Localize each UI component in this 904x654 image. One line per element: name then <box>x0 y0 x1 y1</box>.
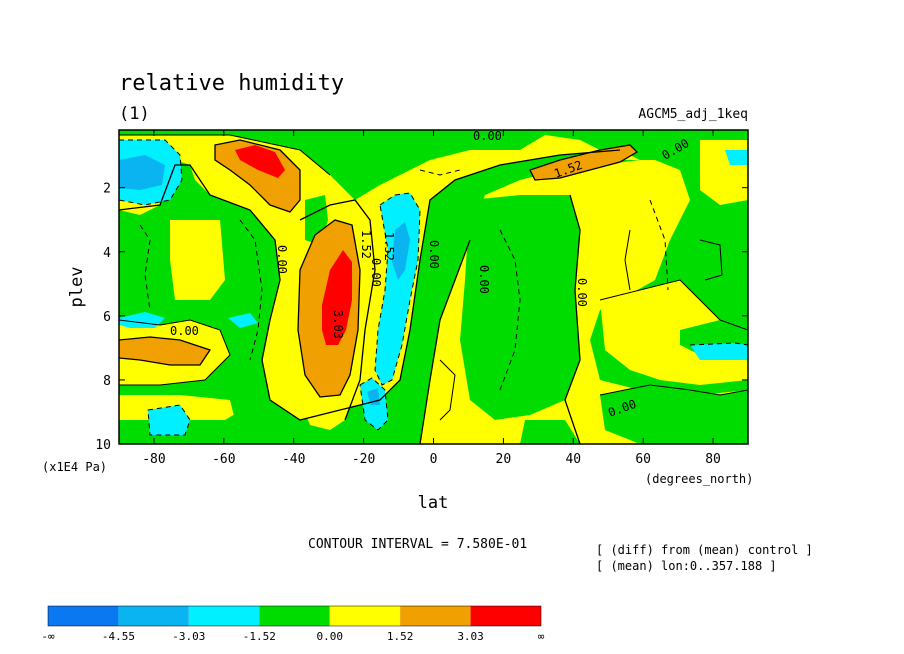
y-axis: 2 4 6 8 10 <box>95 182 748 453</box>
colorbar-swatch <box>329 606 401 626</box>
x-tick-label: 20 <box>496 452 512 467</box>
colorbar-label: 1.52 <box>387 630 414 643</box>
colorbar-label: ∞ <box>538 630 545 643</box>
contour-lines <box>119 134 748 444</box>
colorbar: -∞ -4.55 -3.03 -1.52 0.00 1.52 3.03 ∞ <box>41 605 545 643</box>
green-inner-regions <box>230 195 748 444</box>
colorbar-swatch <box>188 606 260 626</box>
chart-subtitle: (1) <box>119 104 150 124</box>
y-tick-label: 4 <box>103 246 111 261</box>
x-tick-label: 80 <box>705 452 721 467</box>
contour-label: 0.00 <box>477 265 491 294</box>
x-tick-label: 40 <box>565 452 581 467</box>
y-tick-label: 10 <box>95 438 111 453</box>
colorbar-label: -∞ <box>41 630 55 643</box>
y-axis-units: (x1E4 Pa) <box>42 460 107 474</box>
plot-area: 0.00 1.52 0.00 0.00 1.52 0.00 1.52 3.03 … <box>95 129 749 467</box>
y-tick-label: 6 <box>103 310 111 325</box>
colorbar-swatch <box>118 606 189 626</box>
contour-label: 3.03 <box>331 310 345 339</box>
colorbar-swatch <box>470 606 541 626</box>
contour-interval: CONTOUR INTERVAL = 7.580E-01 <box>308 537 527 552</box>
colorbar-swatch <box>259 606 330 626</box>
x-tick-label: -20 <box>352 452 375 467</box>
colorbar-label: -4.55 <box>102 630 135 643</box>
note-line: [ (diff) from (mean) control ] <box>596 543 813 557</box>
y-tick-label: 2 <box>103 182 111 197</box>
contour-label: 1.52 <box>382 232 396 261</box>
x-tick-label: 0 <box>430 452 438 467</box>
run-label: AGCM5_adj_1keq <box>638 107 748 122</box>
x-tick-label: -60 <box>212 452 235 467</box>
contour-label: 1.52 <box>359 230 373 259</box>
colorbar-label: 0.00 <box>316 630 343 643</box>
x-axis-label: lat <box>418 493 449 513</box>
blue-regions <box>119 155 410 405</box>
colorbar-label: 3.03 <box>457 630 484 643</box>
contour-label: 0.00 <box>170 324 199 338</box>
contour-label: 0.00 <box>369 258 383 287</box>
y-axis-label: plev <box>67 267 87 308</box>
contour-label: 0.00 <box>275 245 289 274</box>
colorbar-label: -1.52 <box>243 630 276 643</box>
colorbar-swatch <box>48 606 119 626</box>
y-tick-label: 8 <box>103 374 111 389</box>
contour-label: 0.00 <box>427 240 441 269</box>
x-axis-units: (degrees_north) <box>645 472 753 486</box>
colorbar-swatch <box>400 606 471 626</box>
contour-label: 0.00 <box>473 129 502 143</box>
chart-title: relative humidity <box>119 71 344 96</box>
x-tick-label: -40 <box>282 452 305 467</box>
contour-label: 0.00 <box>575 278 589 307</box>
colorbar-frame <box>47 605 542 627</box>
note-line: [ (mean) lon:0..357.188 ] <box>596 559 777 573</box>
x-tick-label: -80 <box>142 452 165 467</box>
red-regions <box>235 145 352 345</box>
colorbar-label: -3.03 <box>172 630 205 643</box>
x-tick-label: 60 <box>635 452 651 467</box>
x-axis: -80 -60 -40 -20 0 20 40 60 80 <box>142 130 721 467</box>
